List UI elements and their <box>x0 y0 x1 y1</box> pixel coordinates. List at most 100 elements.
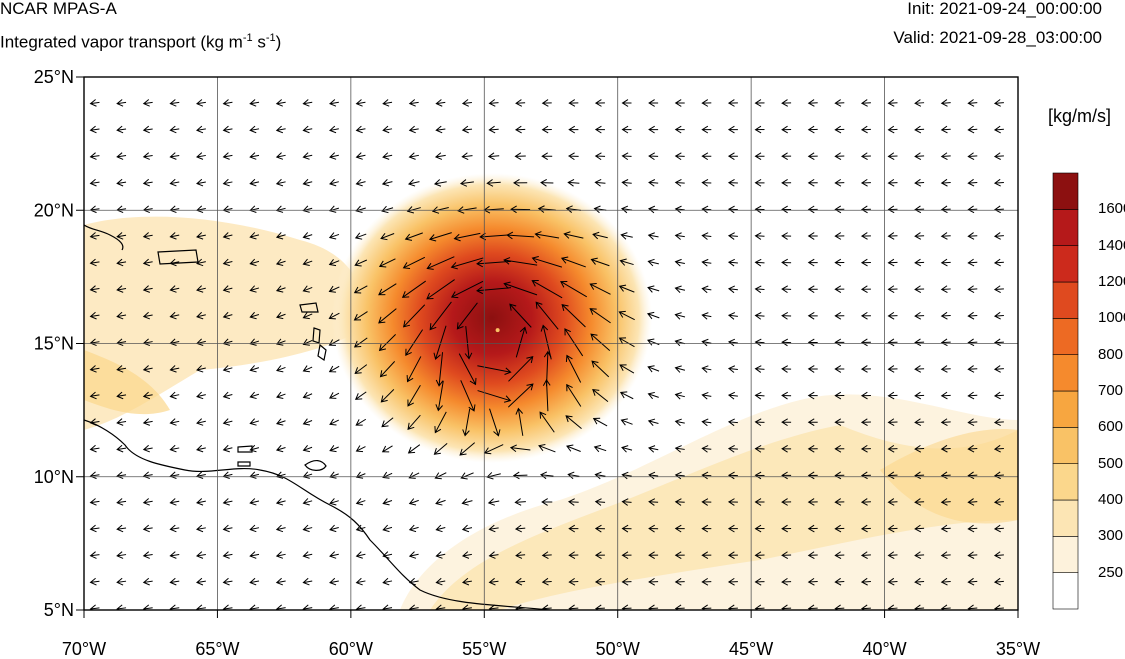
ivt-vector-arrow <box>621 445 633 453</box>
ivt-vector-arrow <box>807 391 818 400</box>
y-tick-labels: 25°N 20°N 15°N 10°N 5°N <box>34 67 84 620</box>
ivt-vector-arrow <box>727 312 738 320</box>
ivt-vector-arrow <box>993 391 1004 400</box>
ivt-vector-arrow <box>142 99 153 107</box>
ivt-vector-arrow <box>408 604 419 610</box>
ivt-vector-arrow <box>590 333 611 352</box>
ivt-vector-arrow <box>401 280 427 298</box>
ivt-vector-arrow <box>408 152 419 160</box>
init-time: Init: 2021-09-24_00:00:00 <box>907 0 1102 18</box>
colorbar-level-label: 1000 <box>1098 309 1125 327</box>
ivt-vector-arrow <box>89 125 100 134</box>
colorbar-swatch <box>1052 209 1079 246</box>
ivt-vector-arrow <box>512 471 528 480</box>
ivt-vector-arrow <box>701 285 712 294</box>
ivt-vector-arrow <box>674 365 686 373</box>
ivt-vector-arrow <box>249 285 260 293</box>
ivt-vector-arrow <box>196 551 206 559</box>
ivt-vector-arrow <box>701 232 712 240</box>
ivt-vector-arrow <box>453 232 481 242</box>
ivt-vector-arrow <box>329 551 339 559</box>
ivt-vector-arrow <box>621 471 632 480</box>
ivt-vector-arrow <box>860 471 871 480</box>
ivt-vector-arrow <box>302 471 313 479</box>
ivt-vector-arrow <box>594 179 606 187</box>
ivt-vector-arrow <box>249 152 260 160</box>
ivt-vector-arrow <box>754 205 765 214</box>
ivt-vector-arrow <box>222 444 233 453</box>
ivt-vector-arrow <box>860 391 871 400</box>
ivt-vector-arrow <box>329 524 339 533</box>
ivt-vector-arrow <box>541 125 552 134</box>
ivt-vector-arrow <box>329 471 339 479</box>
ivt-vector-arrow <box>329 205 340 213</box>
ivt-vector-arrow <box>940 391 951 400</box>
ivt-vector-arrow <box>378 334 396 352</box>
ivt-vector-arrow <box>459 442 476 456</box>
ivt-vector-arrow <box>834 152 845 160</box>
x-tick-label: 45°W <box>729 639 773 659</box>
ivt-vector-arrow <box>993 285 1004 293</box>
ivt-vector-arrow <box>378 283 397 296</box>
ivt-vector-arrow <box>89 471 100 480</box>
ivt-vector-arrow <box>727 471 738 480</box>
ivt-vector-arrow <box>509 444 531 453</box>
x-tick-label: 60°W <box>329 639 373 659</box>
ivt-vector-arrow <box>477 390 512 403</box>
ivt-vector-arrow <box>355 445 366 453</box>
ivt-vector-arrow <box>450 280 484 299</box>
ivt-vector-arrow <box>648 152 659 161</box>
ivt-vector-arrow <box>940 604 951 610</box>
ivt-vector-arrow <box>887 391 898 400</box>
ivt-vector-arrow <box>593 444 607 453</box>
ivt-vector-arrow <box>834 125 845 134</box>
ivt-vector-arrow <box>674 99 685 107</box>
ivt-vector-arrow <box>940 444 951 453</box>
ivt-vector-arrow <box>302 258 313 267</box>
ivt-vector-arrow <box>914 391 925 400</box>
ivt-vector-arrow <box>834 232 845 240</box>
ivt-vector-arrow <box>381 417 394 428</box>
ivt-vector-arrow <box>276 365 286 373</box>
ivt-vector-arrow <box>727 205 738 214</box>
ivt-vector-arrow <box>993 444 1004 453</box>
ivt-vector-arrow <box>754 258 765 267</box>
ivt-vector-arrow <box>355 152 366 160</box>
ivt-vector-arrow <box>860 418 871 426</box>
ivt-vector-arrow <box>169 232 180 240</box>
ivt-vector-arrow <box>89 178 100 187</box>
ivt-vector-arrow <box>169 285 180 293</box>
ivt-vector-arrow <box>993 551 1004 559</box>
ivt-vector-arrow <box>860 338 871 347</box>
ivt-vector-arrow <box>382 471 393 479</box>
subtitle-exponent-2: -1 <box>265 32 276 44</box>
ivt-vector-arrow <box>503 281 538 296</box>
ivt-vector-arrow <box>648 471 659 480</box>
ivt-vector-arrow <box>196 205 206 214</box>
ivt-vector-arrow <box>727 498 738 506</box>
ivt-vector-arrow <box>461 551 472 559</box>
ivt-vector-arrow <box>169 125 180 134</box>
ivt-vector-arrow <box>405 329 424 357</box>
ivt-vector-arrow <box>510 205 531 214</box>
ivt-vector-arrow <box>542 379 551 412</box>
ivt-vector-arrow <box>196 178 206 187</box>
ivt-vector-arrow <box>275 99 286 107</box>
ivt-vector-arrow <box>594 524 605 533</box>
ivt-vector-arrow <box>807 232 818 240</box>
ivt-vector-arrow <box>89 232 100 240</box>
ivt-vector-arrow <box>647 232 659 240</box>
ivt-vector-arrow <box>426 279 455 300</box>
ivt-vector-arrow <box>914 152 925 160</box>
ivt-vector-arrow <box>222 205 233 213</box>
ivt-vector-arrow <box>781 471 792 480</box>
ivt-vector-arrow <box>382 99 393 107</box>
ivt-vector-arrow <box>169 498 180 506</box>
ivt-vector-arrow <box>222 125 233 134</box>
ivt-vector-arrow <box>967 178 978 187</box>
ivt-vector-arrow <box>618 337 635 348</box>
ivt-vector-arrow <box>807 99 818 107</box>
ivt-vector-arrow <box>701 577 712 586</box>
chart-title: NCAR MPAS-A <box>0 0 117 18</box>
ivt-vector-arrow <box>539 411 555 433</box>
